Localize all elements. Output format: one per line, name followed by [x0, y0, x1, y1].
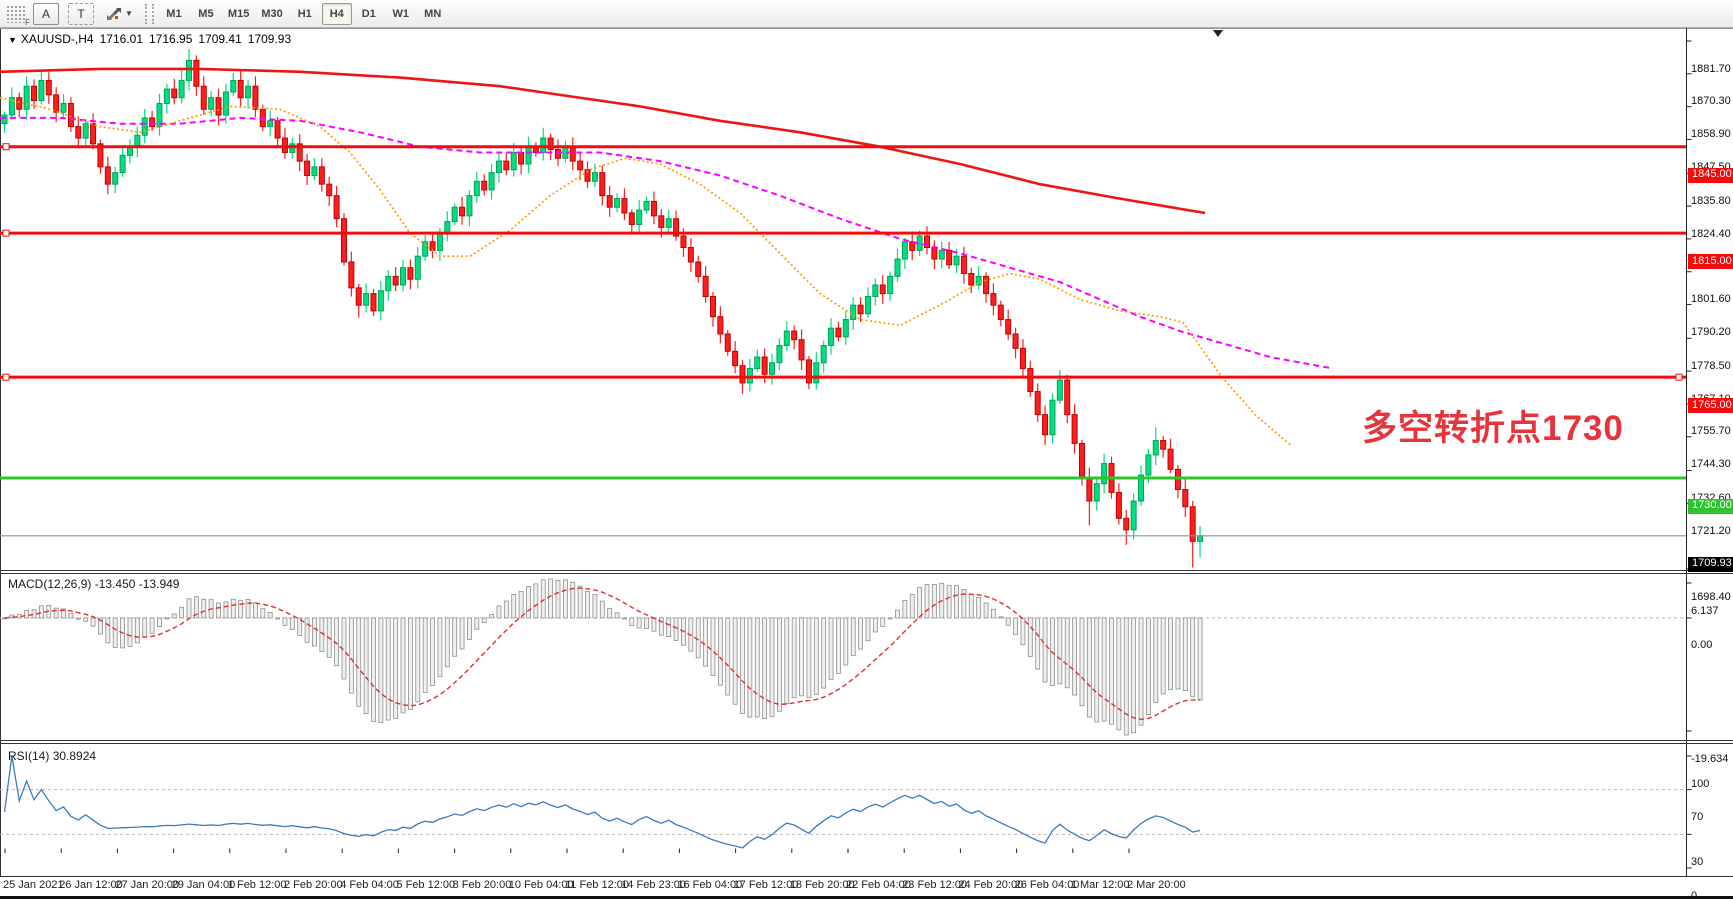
- price-tick-label: 1835.80: [1691, 194, 1731, 207]
- date-tick-label: 23 Feb 12:00: [902, 879, 968, 891]
- hline-price-label: 1730.00: [1688, 498, 1733, 514]
- date-tick-label: 26 Jan 12:00: [59, 879, 123, 891]
- window-bottom-border: [0, 896, 1733, 899]
- price-tick-label: 1858.90: [1691, 128, 1731, 141]
- price-tick-label: 1824.40: [1691, 227, 1731, 240]
- macd-name: MACD(12,26,9): [8, 577, 92, 591]
- price-tick-label: 1801.60: [1691, 293, 1731, 306]
- rsi-axis-label: 0: [1691, 889, 1698, 899]
- chart-annotation-text[interactable]: 多空转折点1730: [1362, 409, 1624, 448]
- rsi-axis-label: 70: [1691, 811, 1704, 824]
- rsi-line: [3, 755, 1201, 849]
- symbol-dropdown-icon[interactable]: ▼: [8, 35, 17, 45]
- rsi-name: RSI(14): [8, 749, 50, 763]
- hline-price-label: 1765.00: [1688, 398, 1733, 414]
- date-tick-label: 16 Feb 04:00: [677, 879, 743, 891]
- chart-canvas[interactable]: [0, 28, 1733, 899]
- line-anchor[interactable]: [2, 143, 10, 151]
- line-anchor[interactable]: [1675, 373, 1683, 381]
- ma-fast-orange[interactable]: [0, 96, 1293, 447]
- price-tick-label: 1721.20: [1691, 524, 1731, 537]
- price-tick-label: 1698.40: [1691, 590, 1731, 603]
- tf-button-m1[interactable]: M1: [166, 7, 182, 20]
- price-tick-label: 1790.20: [1691, 326, 1731, 339]
- rsi-axis-label: 30: [1691, 855, 1704, 868]
- ohlc-open: 1716.01: [99, 32, 143, 46]
- date-tick-label: 22 Feb 04:00: [846, 879, 911, 891]
- price-tick-label: 1744.30: [1691, 458, 1731, 471]
- tf-button-mn[interactable]: MN: [424, 7, 442, 20]
- date-tick-label: 2 Mar 20:00: [1127, 879, 1186, 891]
- ohlc-high: 1716.95: [149, 32, 193, 46]
- tf-button-m30[interactable]: M30: [261, 7, 283, 20]
- price-tick-label: 1755.70: [1691, 425, 1731, 438]
- dropdown-caret-icon: ▼: [125, 9, 133, 18]
- ohlc-low: 1709.41: [198, 32, 242, 46]
- date-tick-label: 11 Feb 12:00: [565, 879, 630, 891]
- hline-price-label: 1845.00: [1688, 167, 1733, 183]
- date-tick-label: 25 Jan 2021: [3, 879, 64, 891]
- tf-button-h1[interactable]: H1: [297, 7, 312, 20]
- macd-axis-label: 6.137: [1691, 604, 1719, 617]
- dotted-grid-icon[interactable]: F: [6, 4, 30, 27]
- date-tick-label: 18 Feb 20:00: [789, 879, 855, 891]
- macd-signal-value: -13.949: [138, 577, 180, 591]
- chart-header: ▼ XAUUSD-,H4 1716.01 1716.95 1709.41 1709.93: [8, 32, 297, 46]
- rsi-value: 30.8924: [52, 749, 97, 763]
- rsi-pane-label: RSI(14) 30.8924: [8, 749, 96, 763]
- date-tick-label: 26 Feb 04:00: [1014, 879, 1080, 891]
- date-tick-label: 2 Feb 20:00: [284, 879, 343, 891]
- chart-shift-marker[interactable]: [1213, 30, 1223, 37]
- date-tick-label: 10 Feb 04:00: [508, 879, 574, 891]
- macd-main-value: -13.450: [94, 577, 136, 591]
- date-tick-label: 14 Feb 23:00: [621, 879, 687, 891]
- macd-axis-label: 0.00: [1691, 639, 1713, 652]
- tf-button-m15[interactable]: M15: [227, 7, 250, 20]
- tf-button-m5[interactable]: M5: [198, 7, 214, 20]
- price-tick-label: 1870.30: [1691, 95, 1731, 108]
- macd-pane-label: MACD(12,26,9) -13.450 -13.949: [8, 577, 179, 591]
- macd-axis-label: -19.634: [1691, 752, 1729, 765]
- tf-button-w1[interactable]: W1: [392, 7, 409, 20]
- rsi-axis-label: 100: [1691, 777, 1710, 790]
- date-tick-label: 8 Feb 20:00: [452, 879, 512, 891]
- tf-button-h4[interactable]: H4: [321, 2, 352, 25]
- price-tick-label: 1778.50: [1691, 359, 1731, 372]
- macd-histogram: [2, 578, 1203, 736]
- line-anchor[interactable]: [2, 229, 10, 237]
- ma-mid-magenta[interactable]: [0, 116, 1334, 370]
- bid-price-label: 1709.93: [1688, 556, 1733, 572]
- chart-area[interactable]: ▼ XAUUSD-,H4 1716.01 1716.95 1709.41 1709.93 …: [0, 28, 1733, 899]
- date-tick-label: 1 Mar 12:00: [1070, 879, 1130, 891]
- date-tick-label: 24 Feb 20:00: [958, 879, 1024, 891]
- swap-arrows-button[interactable]: ▼: [101, 3, 138, 25]
- a-tool-button[interactable]: A: [33, 2, 59, 25]
- price-tick-label: 1732.60: [1691, 492, 1731, 504]
- date-tick-label: 27 Jan 20:00: [115, 879, 180, 891]
- ma-slow-red[interactable]: [0, 67, 1206, 215]
- date-tick-label: 4 Feb 04:00: [340, 879, 399, 891]
- date-tick-label: 5 Feb 12:00: [396, 879, 456, 891]
- toolbar-grip[interactable]: [144, 3, 154, 24]
- toolbar: F A T ▼ M1 M5 M15 M30 H1 H4 D1 W1 MN: [0, 0, 1733, 28]
- price-tick-label: 1881.70: [1691, 62, 1731, 75]
- price-tick-label: 1847.50: [1691, 162, 1731, 173]
- line-anchor[interactable]: [2, 373, 10, 381]
- swap-arrows-icon: [107, 7, 121, 20]
- ohlc-close: 1709.93: [247, 32, 292, 46]
- date-tick-label: 29 Jan 04:00: [171, 879, 236, 891]
- date-tick-label: 1 Feb 12:00: [227, 879, 287, 891]
- text-tool-button[interactable]: T: [68, 2, 94, 25]
- candlestick-series: [1, 49, 1204, 568]
- hline-price-label: 1815.00: [1688, 254, 1733, 270]
- date-tick-label: 17 Feb 12:00: [733, 879, 799, 891]
- symbol-label: XAUUSD-,H4: [20, 32, 94, 46]
- tf-button-d1[interactable]: D1: [361, 7, 376, 20]
- macd-signal-line: [4, 587, 1201, 721]
